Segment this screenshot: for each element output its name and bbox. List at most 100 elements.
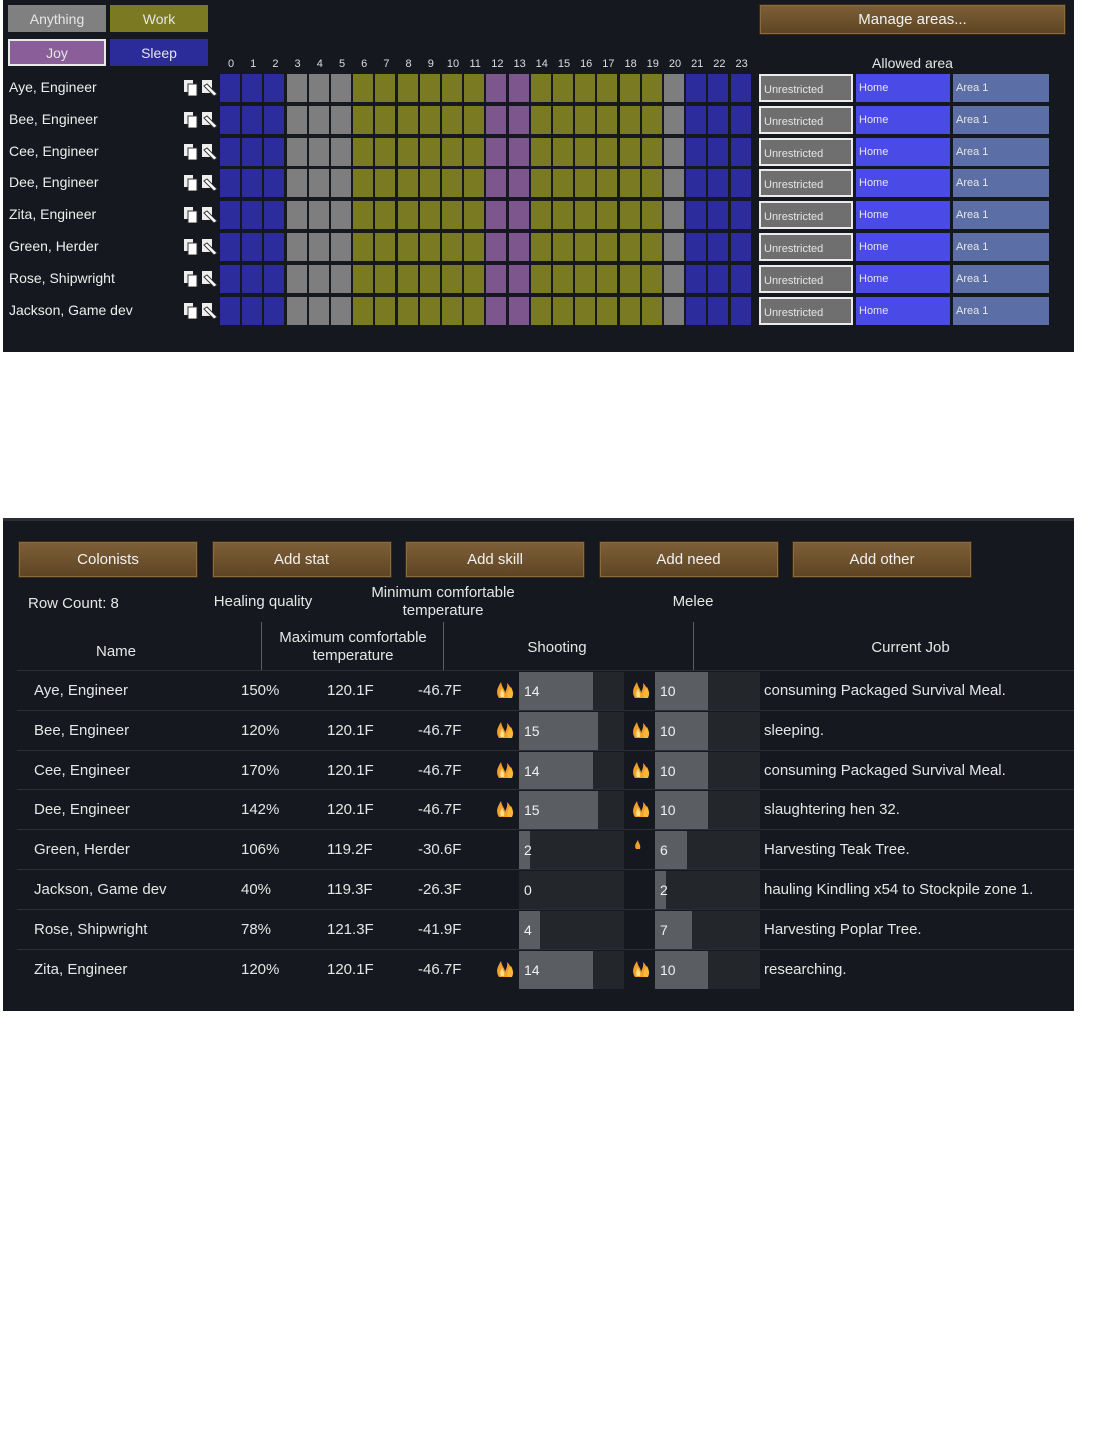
schedule-cell[interactable] [530,74,551,102]
schedule-cell[interactable] [575,74,596,102]
schedule-cell[interactable] [308,169,329,198]
colonist-name[interactable]: Bee, Engineer [34,721,130,739]
schedule-cell[interactable] [664,74,684,102]
schedule-cell[interactable] [419,105,440,134]
schedule-cell[interactable] [419,264,440,293]
table-row[interactable]: Aye, Engineer 150% 120.1F -46.7F 14 10 consumi… [17,670,1074,711]
schedule-cell[interactable] [331,201,351,230]
schedule-cell[interactable] [308,74,329,102]
colonist-name[interactable]: Jackson, Game dev [34,881,167,898]
area-option[interactable]: Unrestricted [759,264,853,293]
schedule-cell[interactable] [464,137,485,166]
schedule-cell[interactable] [664,137,684,166]
schedule-cell[interactable] [553,264,573,293]
schedule-cell[interactable] [508,233,529,261]
colonist-name[interactable]: Cee, Engineer [34,761,130,779]
schedule-cell[interactable] [575,105,596,134]
schedule-cell[interactable] [220,233,240,261]
schedule-cell[interactable] [419,169,440,198]
schedule-cell[interactable] [508,137,529,166]
header-name[interactable]: Name [95,643,136,660]
schedule-cell[interactable] [264,74,285,102]
schedule-cell[interactable] [730,233,751,261]
schedule-cell[interactable] [486,233,507,261]
schedule-cell[interactable] [619,169,640,198]
schedule-cell[interactable] [331,74,351,102]
table-row[interactable]: Cee, Engineer 170% 120.1F -46.7F 14 10 consumi… [17,749,1074,791]
schedule-cell[interactable] [242,233,263,261]
colonist-name[interactable]: Dee, Engineer [34,801,130,819]
schedule-cell[interactable] [641,296,662,325]
table-row[interactable]: Rose, Shipwright 78% 121.3F -41.9F 4 7 Harvest… [17,908,1074,950]
schedule-cell[interactable] [397,201,418,230]
schedule-cell[interactable] [597,169,618,198]
schedule-cell[interactable] [641,74,662,102]
schedule-cell[interactable] [397,169,418,198]
schedule-cell[interactable] [353,74,374,102]
area-option[interactable]: Area 1 [953,296,1049,325]
pawn-name[interactable]: Bee, Engineer [9,110,98,127]
table-row[interactable]: Bee, Engineer 120% 120.1F -46.7F 15 10 sleepin… [17,709,1074,751]
schedule-cell[interactable] [397,105,418,134]
schedule-cell[interactable] [575,264,596,293]
schedule-cell[interactable] [308,233,329,261]
header-melee[interactable]: Melee [672,593,714,610]
area-option[interactable]: Area 1 [953,201,1049,230]
copy-schedule-icon[interactable] [184,302,198,319]
schedule-cell[interactable] [619,201,640,230]
schedule-cell[interactable] [242,137,263,166]
schedule-cell[interactable] [464,201,485,230]
schedule-cell[interactable] [286,296,307,325]
schedule-cell[interactable] [331,105,351,134]
schedule-cell[interactable] [264,105,285,134]
schedule-cell[interactable] [264,264,285,293]
assign-work-button[interactable]: Work [110,5,208,32]
schedule-cell[interactable] [619,264,640,293]
copy-schedule-icon[interactable] [184,111,198,128]
paste-schedule-icon[interactable] [202,111,218,128]
manage-areas-button[interactable]: Manage areas... [759,4,1066,35]
copy-schedule-icon[interactable] [184,175,198,192]
schedule-cell[interactable] [419,137,440,166]
schedule-cell[interactable] [242,264,263,293]
table-row[interactable]: Green, Herder 106% 119.2F -30.6F 2 6 Harvestin… [17,829,1074,870]
schedule-cell[interactable] [508,296,529,325]
schedule-cell[interactable] [286,105,307,134]
area-option[interactable]: Unrestricted [759,137,853,166]
header-shooting[interactable]: Shooting [527,639,587,656]
header-current-job[interactable]: Current Job [871,639,950,656]
area-option[interactable]: Home [856,233,950,261]
schedule-cell[interactable] [286,137,307,166]
schedule-cell[interactable] [464,74,485,102]
area-option[interactable]: Home [856,105,950,134]
paste-schedule-icon[interactable] [202,143,218,160]
paste-schedule-icon[interactable] [202,302,218,319]
paste-schedule-icon[interactable] [202,207,218,224]
schedule-cell[interactable] [530,105,551,134]
schedule-cell[interactable] [553,169,573,198]
schedule-cell[interactable] [220,169,240,198]
table-row[interactable]: Dee, Engineer 142% 120.1F -46.7F 15 10 slaught… [17,789,1074,830]
schedule-cell[interactable] [397,264,418,293]
copy-schedule-icon[interactable] [184,239,198,255]
schedule-cell[interactable] [597,264,618,293]
pawn-name[interactable]: Green, Herder [9,238,99,254]
area-option[interactable]: Unrestricted [759,105,853,134]
schedule-cell[interactable] [508,201,529,230]
schedule-cell[interactable] [641,264,662,293]
schedule-cell[interactable] [397,74,418,102]
paste-schedule-icon[interactable] [202,270,218,287]
schedule-cell[interactable] [641,105,662,134]
schedule-cell[interactable] [686,105,707,134]
schedule-cell[interactable] [597,105,618,134]
area-option[interactable]: Area 1 [953,264,1049,293]
area-option[interactable]: Unrestricted [759,201,853,230]
schedule-cell[interactable] [486,74,507,102]
copy-schedule-icon[interactable] [184,80,198,96]
schedule-cell[interactable] [397,233,418,261]
schedule-cell[interactable] [375,264,396,293]
add-skill-button[interactable]: Add skill [405,541,585,578]
pawn-name[interactable]: Rose, Shipwright [9,269,115,286]
schedule-cell[interactable] [375,296,396,325]
assign-joy-button[interactable]: Joy [8,39,106,66]
